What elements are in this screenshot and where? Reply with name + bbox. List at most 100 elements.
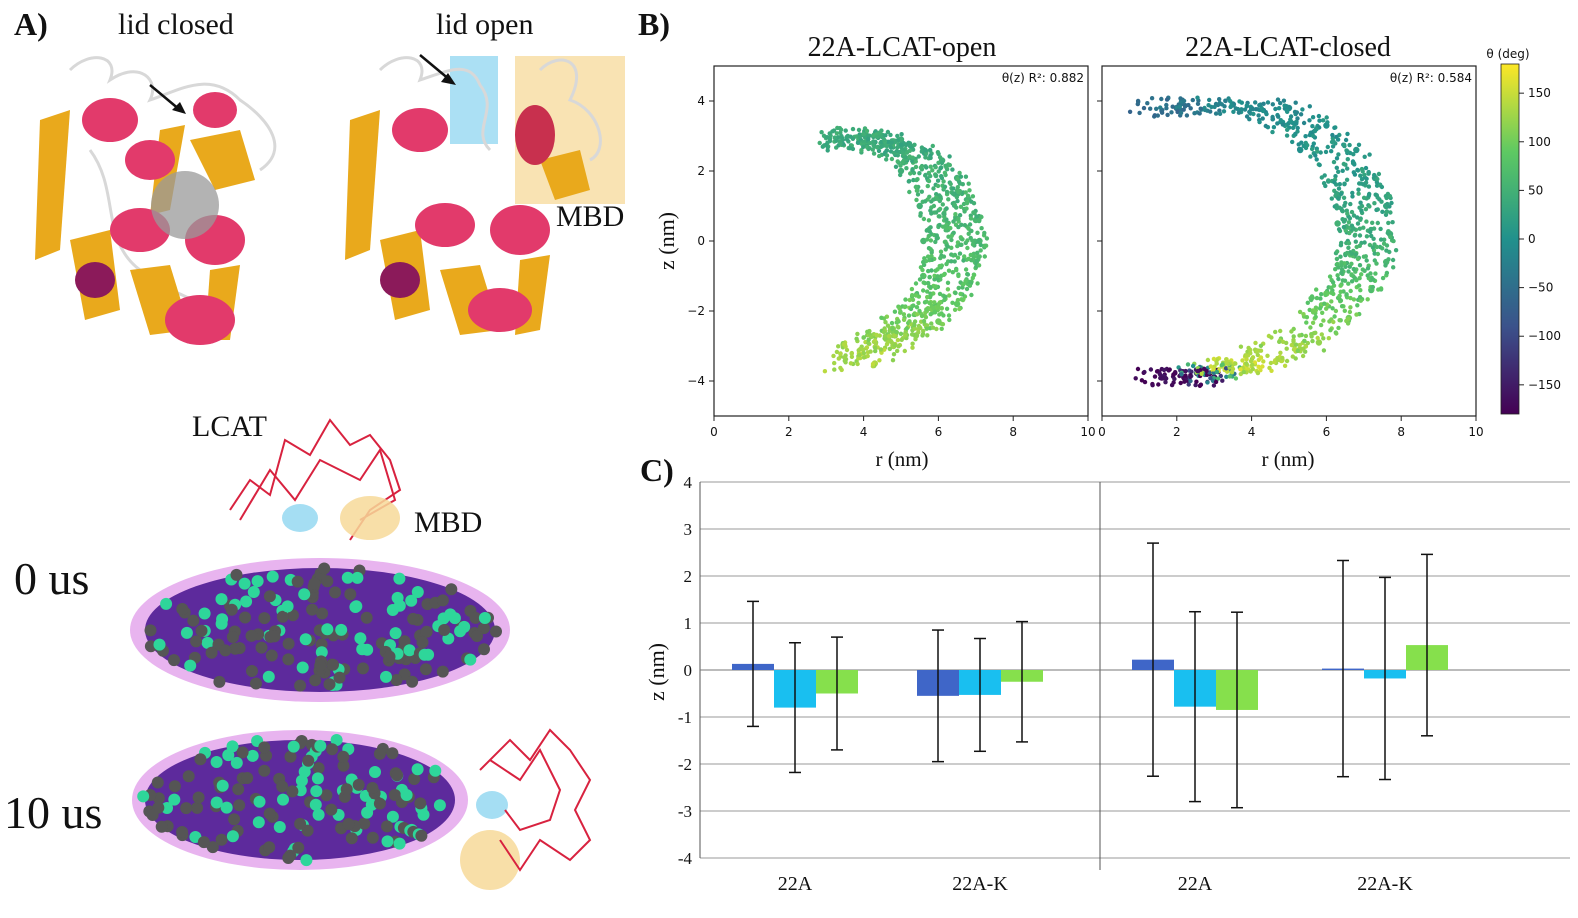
lipid-bead bbox=[161, 802, 173, 814]
scatter-point bbox=[1365, 266, 1371, 271]
scatter-point bbox=[955, 297, 961, 303]
scatter-point bbox=[1284, 108, 1290, 113]
scatter-point bbox=[925, 294, 930, 300]
scatter-point bbox=[1183, 373, 1188, 378]
lipid-bead bbox=[155, 820, 168, 833]
scatter-point bbox=[978, 242, 983, 248]
lipid-bead bbox=[478, 612, 491, 624]
scatter-point bbox=[855, 331, 860, 337]
lipid-bead bbox=[333, 671, 346, 684]
scatter-point bbox=[1364, 219, 1369, 224]
scatter-point bbox=[921, 288, 926, 293]
scatter-point bbox=[1361, 195, 1367, 200]
scatter-point bbox=[1223, 366, 1229, 371]
scatter-point bbox=[982, 230, 987, 236]
scatter-point bbox=[937, 291, 943, 297]
lipid-bead bbox=[258, 741, 271, 754]
lipid-bead bbox=[232, 783, 245, 796]
scatter-point bbox=[925, 237, 930, 242]
scatter-point bbox=[910, 341, 915, 346]
scatter-point bbox=[924, 299, 929, 304]
lipid-bead bbox=[490, 625, 502, 638]
scatter-point bbox=[1324, 290, 1329, 295]
scatter-point bbox=[1155, 113, 1160, 118]
lipid-bead bbox=[286, 785, 299, 798]
scatter-point bbox=[1217, 111, 1223, 117]
scatter-point bbox=[935, 178, 941, 183]
lipid-bead bbox=[263, 807, 276, 820]
scatter-point bbox=[1388, 210, 1393, 215]
scatter-point bbox=[912, 322, 917, 328]
scatter-point bbox=[975, 250, 980, 255]
scatter-point bbox=[944, 165, 949, 170]
scatter-point bbox=[1378, 237, 1384, 242]
scatter-point bbox=[1189, 369, 1194, 374]
scatter-point bbox=[1367, 204, 1372, 209]
scatter-point bbox=[907, 297, 912, 303]
scatter-point bbox=[1185, 362, 1191, 367]
scatter-point bbox=[1247, 109, 1252, 115]
scatter-point bbox=[1244, 103, 1249, 108]
scatter-point bbox=[861, 355, 867, 360]
scatter-point bbox=[895, 145, 900, 150]
scatter-point bbox=[873, 345, 878, 351]
scatter-point bbox=[1231, 109, 1236, 115]
colorbar-tick-label: −150 bbox=[1528, 378, 1561, 392]
scatter-point bbox=[834, 131, 839, 136]
lipid-bead bbox=[471, 630, 483, 642]
scatter-point bbox=[1150, 383, 1155, 388]
lipid-bead bbox=[380, 670, 392, 683]
scatter-point bbox=[1293, 342, 1299, 347]
scatter-point bbox=[1284, 346, 1289, 351]
scatter-point bbox=[854, 134, 859, 139]
lipid-bead bbox=[282, 637, 295, 650]
scatter-point bbox=[888, 132, 893, 138]
scatter-point bbox=[1336, 169, 1341, 174]
scatter-point bbox=[898, 310, 903, 315]
scatter-point bbox=[917, 325, 922, 330]
lipid-bead bbox=[144, 624, 157, 637]
scatter-point bbox=[1304, 315, 1310, 320]
scatter-point bbox=[962, 254, 967, 259]
scatter-point bbox=[850, 126, 856, 132]
scatter-point bbox=[1258, 355, 1263, 360]
lipid-bead bbox=[444, 608, 457, 621]
scatter-point bbox=[949, 245, 954, 250]
scatter-point bbox=[982, 254, 987, 259]
scatter-point bbox=[1329, 285, 1334, 290]
lipid-bead bbox=[323, 678, 336, 691]
scatter-point bbox=[883, 320, 888, 325]
lipid-bead bbox=[225, 603, 238, 616]
scatter-point bbox=[1190, 97, 1195, 103]
scatter-point bbox=[1265, 353, 1270, 358]
lipid-bead bbox=[294, 817, 307, 830]
scatter-point bbox=[817, 140, 822, 146]
lipid-bead bbox=[286, 609, 299, 622]
lipid-bead bbox=[226, 830, 239, 843]
scatter-point bbox=[947, 162, 952, 168]
scatter-point bbox=[1329, 149, 1334, 154]
scatter-point bbox=[1241, 369, 1246, 375]
scatter-point bbox=[1348, 305, 1353, 310]
scatter-point bbox=[1326, 336, 1331, 341]
scatter-point bbox=[1294, 110, 1300, 115]
scatter-point bbox=[1193, 382, 1198, 388]
scatter-point bbox=[898, 142, 904, 147]
scatter-point bbox=[956, 285, 961, 291]
lipid-bead bbox=[282, 653, 295, 666]
scatter-point bbox=[937, 155, 943, 160]
scatter-point bbox=[903, 297, 908, 302]
scatter-point bbox=[1239, 107, 1244, 112]
scatter-point bbox=[906, 313, 912, 318]
scatter-point bbox=[929, 205, 934, 210]
scatter-point bbox=[1363, 165, 1369, 171]
scatter-point bbox=[1346, 241, 1352, 246]
y-tick-label: -1 bbox=[678, 708, 692, 727]
scatter-point bbox=[1164, 102, 1169, 108]
scatter-point bbox=[1338, 254, 1343, 259]
scatter-point bbox=[1334, 206, 1339, 211]
scatter-point bbox=[897, 306, 902, 311]
scatter-point bbox=[1384, 248, 1389, 253]
scatter-point bbox=[933, 268, 938, 273]
scatter-point bbox=[1311, 309, 1316, 315]
